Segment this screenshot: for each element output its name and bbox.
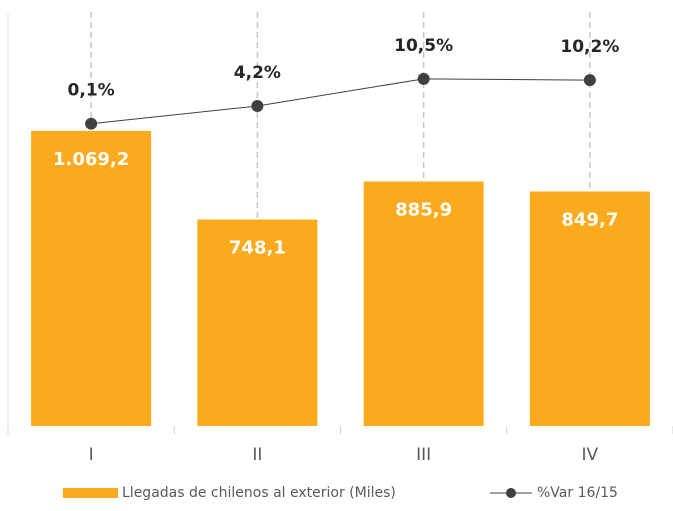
legend-label: Llegadas de chilenos al exterior (Miles) [122,485,396,501]
line-value-label: 4,2% [234,63,281,83]
bar-value-label: 748,1 [229,238,286,259]
x-tick-label: I [89,445,94,465]
x-tick-label: II [252,445,262,465]
line-marker [417,72,430,85]
x-tick-label: IV [582,445,599,465]
line-value-label: 10,5% [394,36,453,56]
bar [197,219,318,426]
x-tick-label: III [416,445,431,465]
line [91,78,590,125]
line-value-label: 0,1% [68,81,115,101]
line-marker [251,100,264,113]
line-marker [85,117,98,130]
bar [529,191,650,426]
legend-marker [506,488,516,498]
bar-value-label: 849,7 [561,209,618,230]
bar-value-label: 1.069,2 [53,149,129,170]
bar-value-label: 885,9 [395,199,452,220]
legend-swatch [63,488,118,498]
line-marker [583,74,596,87]
legend-label: %Var 16/15 [537,485,618,501]
line-value-label: 10,2% [560,37,619,57]
bar [31,130,152,426]
bar [363,181,484,426]
